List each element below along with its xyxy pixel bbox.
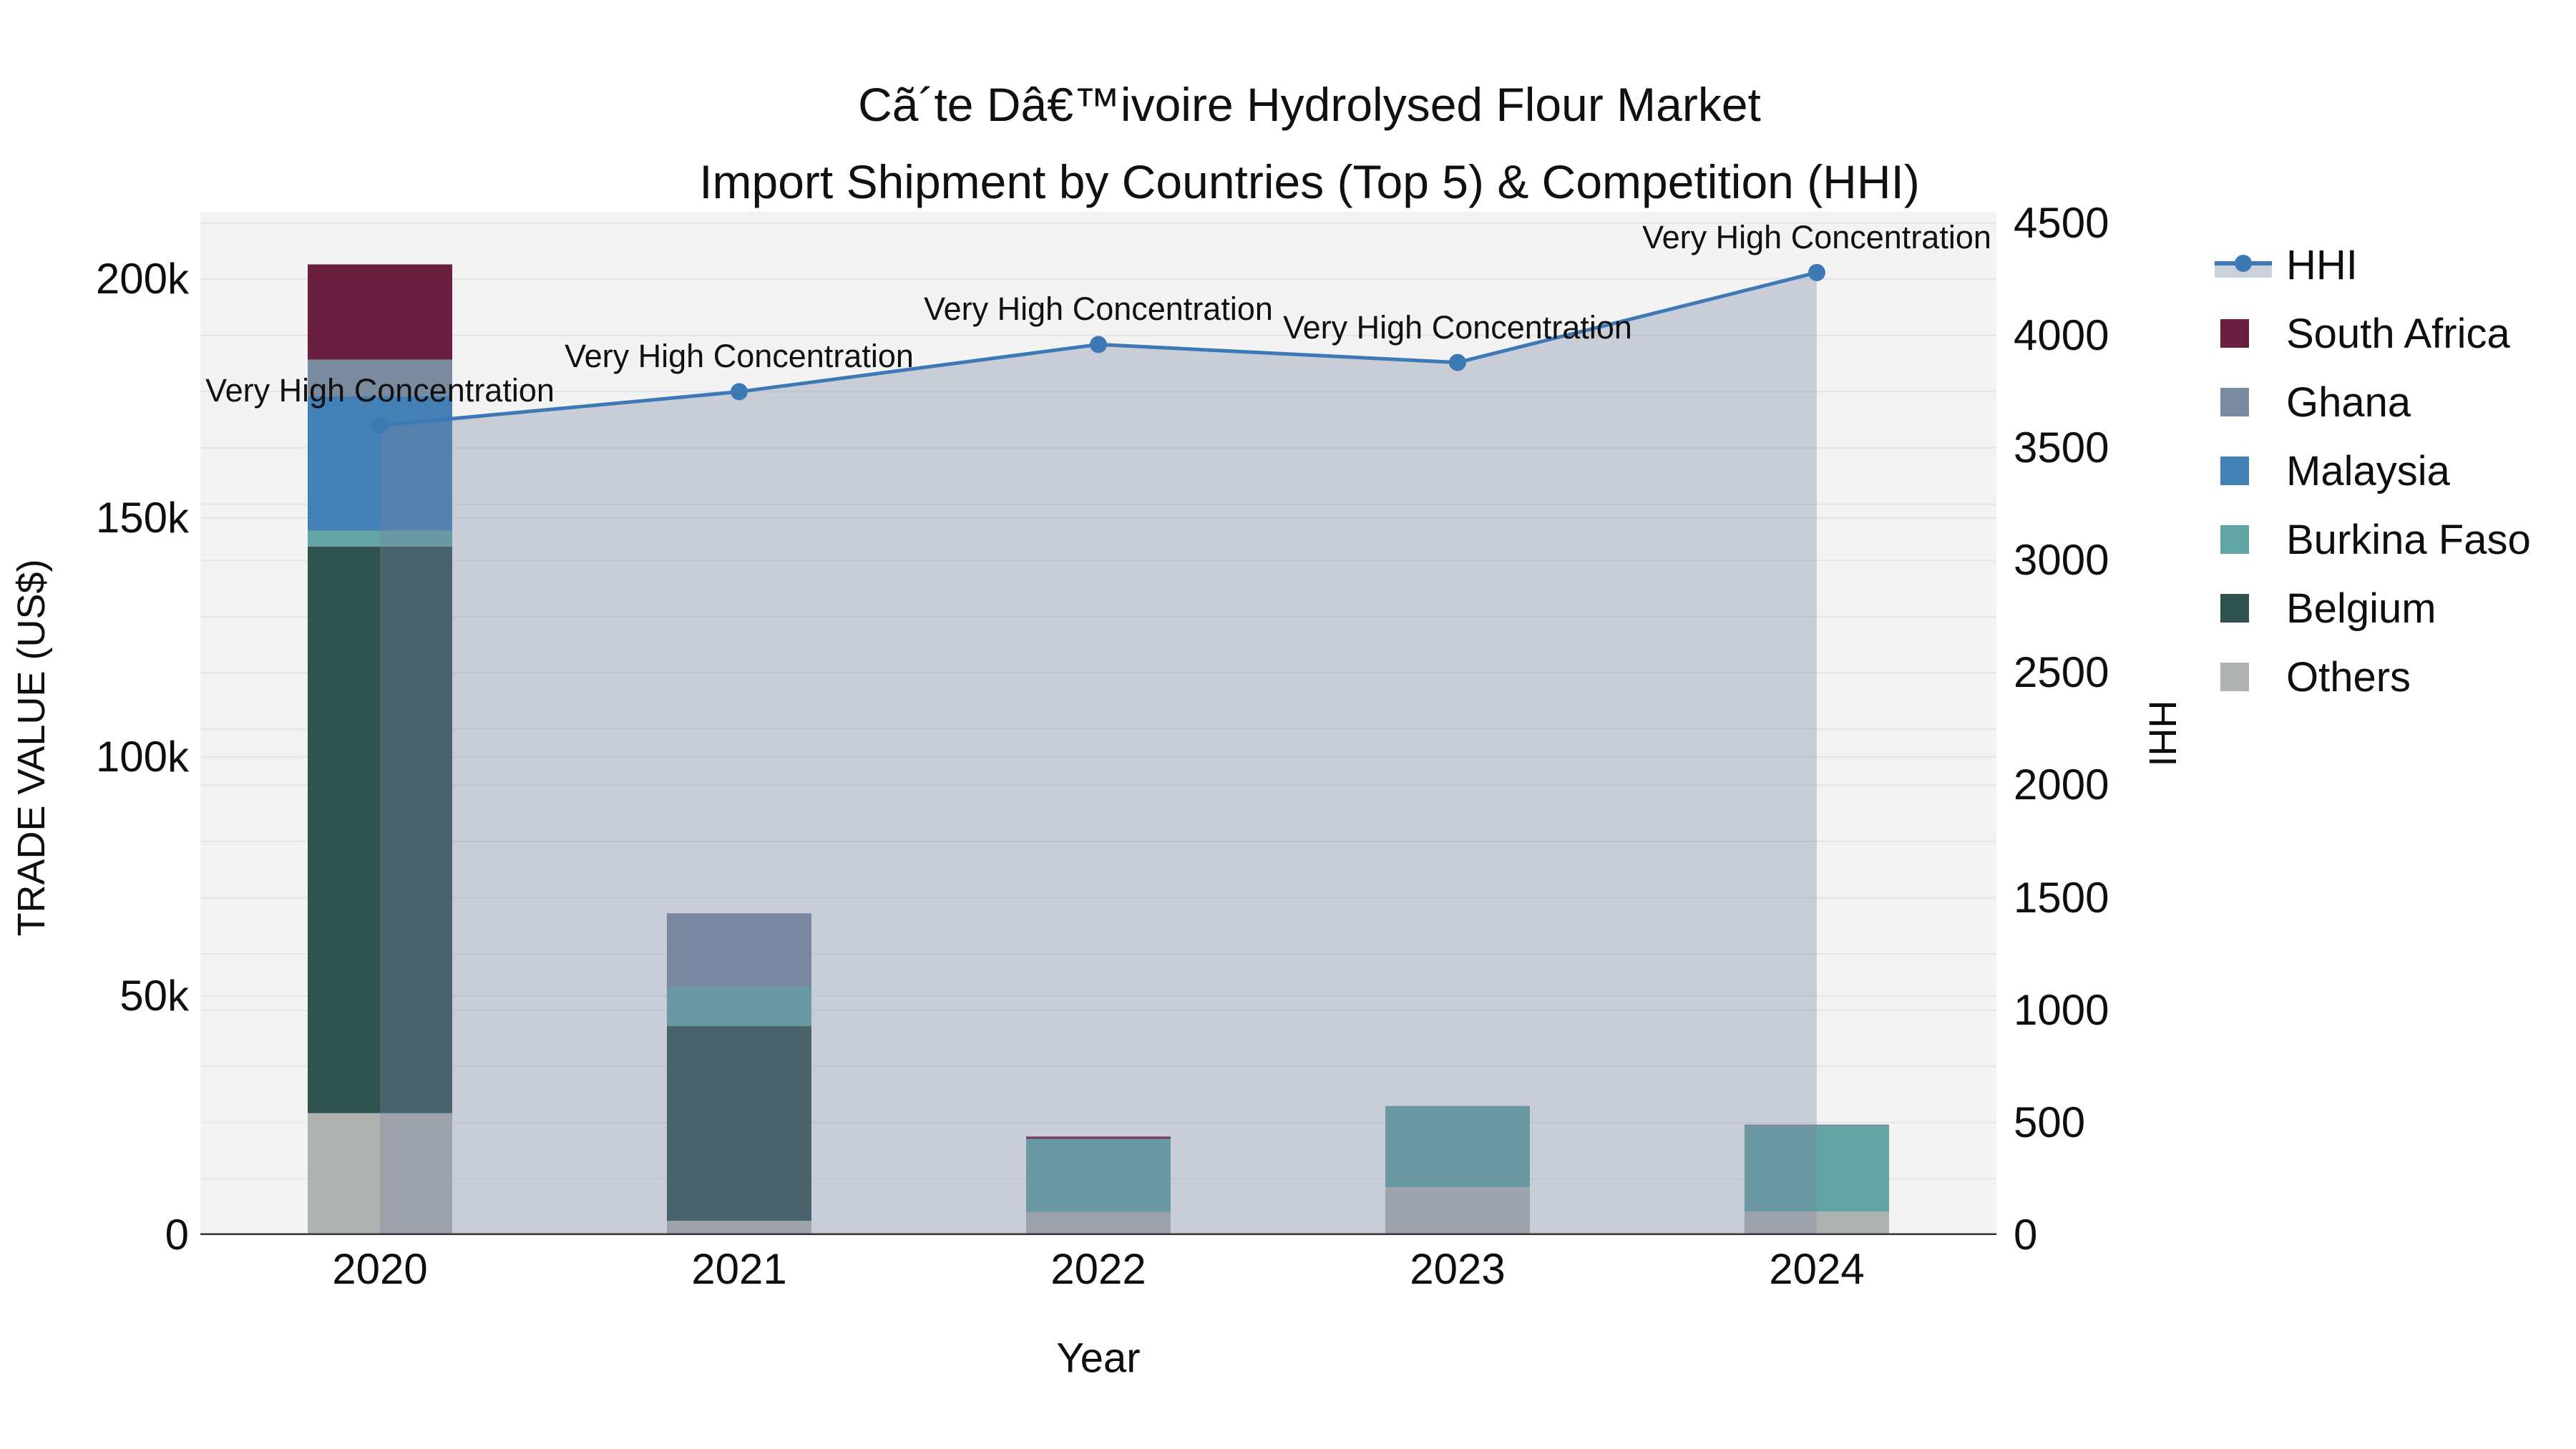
y-right-axis-title: HHI [2141,700,2184,767]
legend-item-burkina-faso[interactable]: Burkina Faso [2215,505,2531,574]
y-right-tick-label: 3000 [2014,536,2109,585]
bar-segment-belgium-2021[interactable] [667,1025,811,1221]
x-axis-title: Year [1056,1335,1141,1382]
hhi-annotation-2023: Very High Concentration [1283,308,1632,346]
hhi-line-swatch-icon [2215,243,2272,286]
y-right-tick-label: 4000 [2014,311,2109,359]
x-tick-label-2021: 2021 [691,1245,787,1293]
legend-label-hhi: HHI [2286,241,2358,288]
bar-segment-ghana-2020[interactable] [308,359,452,396]
bar-segment-burkina-faso-2024[interactable] [1745,1126,1889,1212]
legend-label-others: Others [2286,653,2411,701]
chart-title-line2: Import Shipment by Countries (Top 5) & C… [699,155,1920,208]
y-left-axis-title: TRADE VALUE (US$) [10,559,53,937]
bar-segment-others-2021[interactable] [667,1220,811,1235]
bar-segment-others-2023[interactable] [1385,1187,1530,1235]
legend-item-others[interactable]: Others [2215,643,2531,711]
legend-item-belgium[interactable]: Belgium [2215,574,2531,643]
bar-segment-south-africa-2020[interactable] [308,264,452,360]
y-right-tick-label: 1500 [2014,873,2109,922]
x-tick-label-2022: 2022 [1050,1245,1146,1293]
bar-segment-burkina-faso-2023[interactable] [1385,1106,1530,1188]
legend-item-ghana[interactable]: Ghana [2215,368,2531,436]
y-right-tick-label: 3500 [2014,424,2109,472]
y-left-tick-label: 0 [165,1211,189,1259]
bar-segment-burkina-faso-2020[interactable] [308,530,452,547]
hhi-marker-2021[interactable] [731,383,748,401]
hhi-marker-2020[interactable] [371,416,389,434]
x-tick-label-2020: 2020 [332,1245,428,1293]
others-swatch-icon [2220,663,2249,691]
y-right-tick-label: 4500 [2014,198,2109,247]
hhi-marker-2023[interactable] [1449,353,1466,371]
legend: HHI South Africa Ghana Malaysia Burkina … [2215,230,2531,711]
y-right-tick-label: 2500 [2014,648,2109,697]
legend-label-malaysia: Malaysia [2286,447,2450,494]
hhi-area [380,272,1817,1235]
hhi-annotation-2024: Very High Concentration [1642,218,1991,255]
legend-label-ghana: Ghana [2286,379,2411,426]
hhi-annotation-2022: Very High Concentration [924,291,1273,328]
malaysia-swatch-icon [2220,457,2249,485]
plot-background [200,212,1996,1235]
y-left-tick-label: 100k [95,732,189,781]
burkina-faso-swatch-icon [2220,525,2249,554]
bar-segment-others-2024[interactable] [1745,1211,1889,1235]
y-left-tick-label: 200k [95,254,189,303]
bar-segment-ghana-2021[interactable] [667,913,811,987]
x-tick-label-2023: 2023 [1410,1245,1506,1293]
y-left-tick-label: 150k [95,493,189,542]
y-left-tick-label: 50k [119,971,189,1020]
legend-item-malaysia[interactable]: Malaysia [2215,436,2531,505]
bar-segment-burkina-faso-2022[interactable] [1026,1138,1171,1212]
hhi-annotation-2020: Very High Concentration [205,371,555,409]
y-right-tick-label: 0 [2014,1211,2038,1259]
hhi-marker-2024[interactable] [1808,263,1825,281]
hhi-annotation-2021: Very High Concentration [565,338,914,375]
south-africa-swatch-icon [2220,319,2249,348]
plot-area [200,212,1996,1236]
legend-item-south-africa[interactable]: South Africa [2215,299,2531,368]
bar-segment-others-2020[interactable] [308,1113,452,1235]
chart-canvas [200,212,1996,1236]
legend-label-south-africa: South Africa [2286,310,2510,357]
legend-label-burkina-faso: Burkina Faso [2286,516,2531,563]
y-right-tick-label: 1000 [2014,985,2109,1034]
bar-segment-others-2022[interactable] [1026,1211,1171,1235]
bar-segment-belgium-2020[interactable] [308,546,452,1113]
bar-segment-burkina-faso-2021[interactable] [667,986,811,1026]
y-right-tick-label: 2000 [2014,761,2109,809]
bar-segment-south-africa-2022[interactable] [1026,1136,1171,1139]
legend-item-hhi[interactable]: HHI [2215,230,2531,299]
belgium-swatch-icon [2220,594,2249,623]
hhi-marker-2022[interactable] [1090,336,1107,353]
y-right-tick-label: 500 [2014,1098,2086,1146]
legend-label-belgium: Belgium [2286,585,2436,632]
ghana-swatch-icon [2220,388,2249,416]
bar-segment-ghana-2024[interactable] [1745,1124,1889,1127]
chart-title-line1: Cã´te Dâ€™ivoire Hydrolysed Flour Market [858,78,1761,131]
x-tick-label-2024: 2024 [1769,1245,1865,1293]
chart-title: Cã´te Dâ€™ivoire Hydrolysed Flour Market… [0,66,2576,220]
